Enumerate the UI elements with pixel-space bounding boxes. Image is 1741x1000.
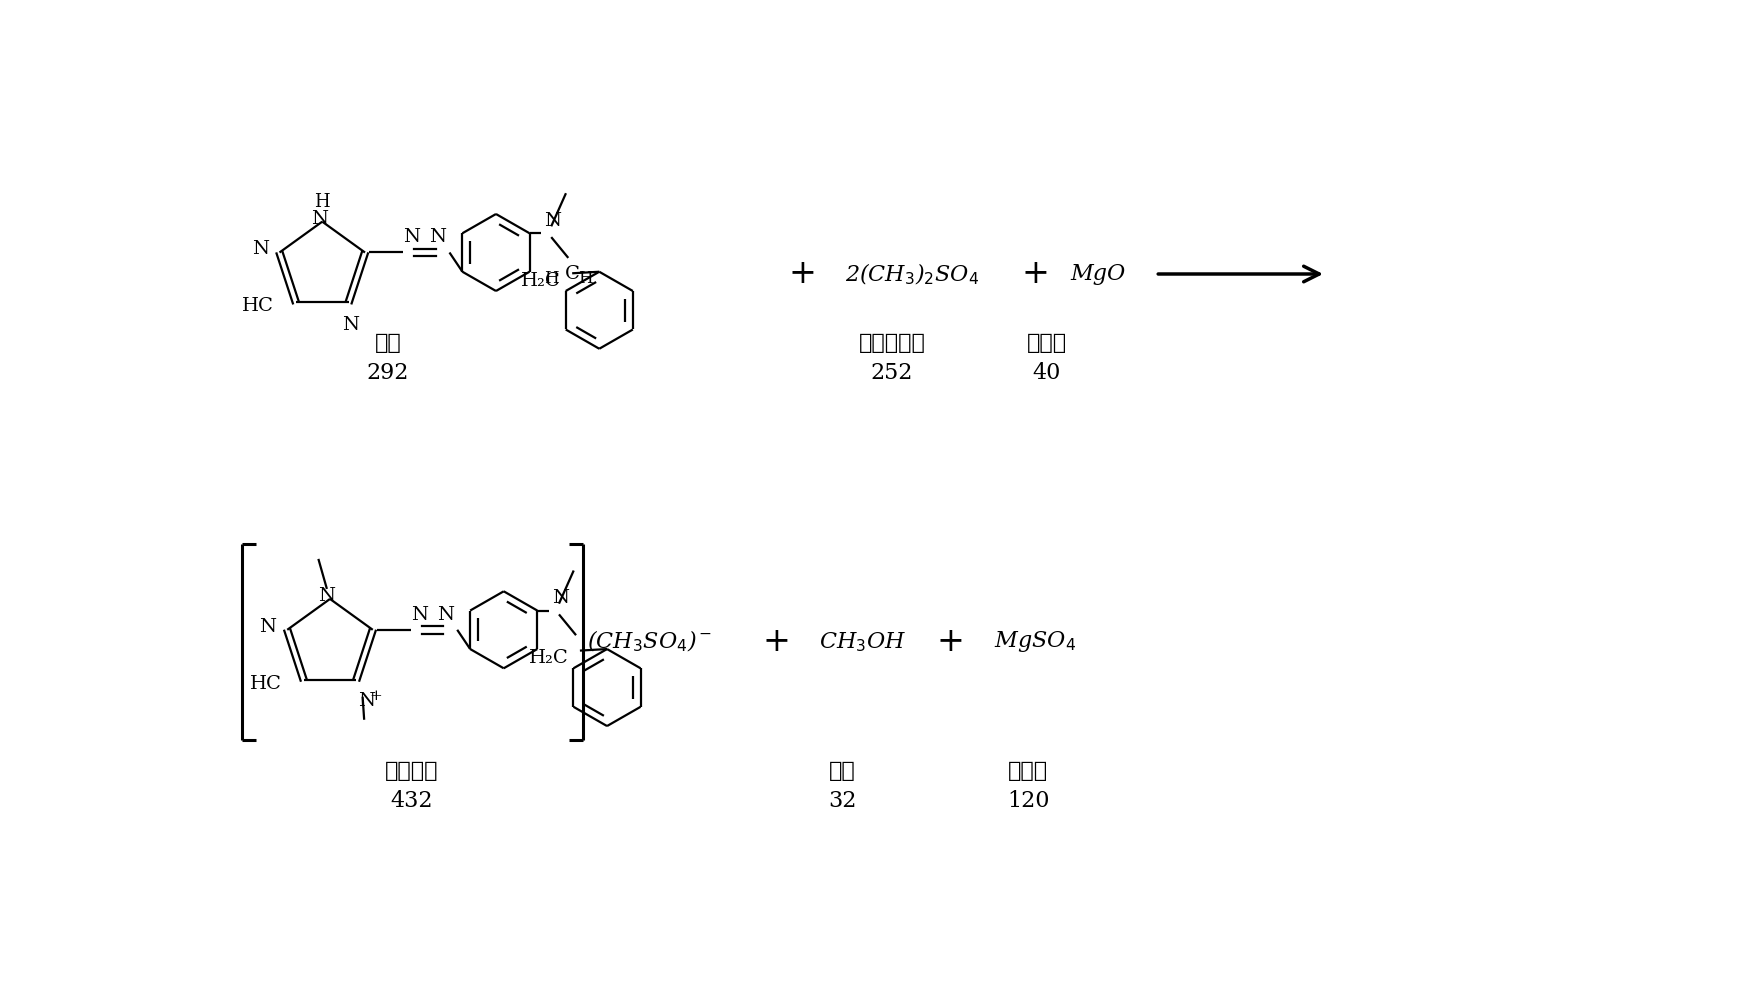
Text: 甲醇: 甲醇 — [829, 761, 857, 781]
Text: 2(CH$_3$)$_2$SO$_4$: 2(CH$_3$)$_2$SO$_4$ — [846, 261, 980, 287]
Text: CH$_3$OH: CH$_3$OH — [820, 630, 907, 654]
Text: N: N — [430, 228, 446, 246]
Text: N: N — [411, 606, 428, 624]
Text: 硫酸二甲酯: 硫酸二甲酯 — [858, 333, 924, 353]
Text: 硫酸镁: 硫酸镁 — [1008, 761, 1048, 781]
Text: +: + — [1022, 258, 1050, 290]
Text: MgO: MgO — [1071, 263, 1125, 285]
Text: N: N — [252, 240, 268, 258]
Text: 120: 120 — [1006, 790, 1050, 812]
Text: +: + — [763, 626, 790, 658]
Text: HC: HC — [242, 297, 273, 315]
Text: +: + — [937, 626, 965, 658]
Text: N: N — [552, 589, 569, 607]
Text: H: H — [543, 270, 559, 287]
Text: 40: 40 — [1032, 362, 1060, 384]
Text: 母体: 母体 — [374, 333, 402, 353]
Text: MgSO$_4$: MgSO$_4$ — [994, 629, 1076, 654]
Text: (CH$_3$SO$_4$)$^-$: (CH$_3$SO$_4$)$^-$ — [587, 629, 712, 654]
Text: HC: HC — [251, 675, 282, 693]
Text: 292: 292 — [367, 362, 409, 384]
Text: H₂C: H₂C — [529, 649, 568, 667]
Text: N: N — [319, 587, 336, 605]
Text: 阳离子红: 阳离子红 — [385, 761, 439, 781]
Text: N: N — [259, 618, 277, 636]
Text: N: N — [545, 212, 561, 230]
Text: +: + — [369, 689, 383, 703]
Text: +: + — [789, 258, 817, 290]
Text: 氧化镁: 氧化镁 — [1027, 333, 1067, 353]
Text: 432: 432 — [390, 790, 432, 812]
Text: C: C — [564, 265, 580, 283]
Text: H: H — [578, 270, 592, 287]
Text: H₂C: H₂C — [521, 272, 561, 290]
Text: 252: 252 — [870, 362, 912, 384]
Text: N: N — [341, 316, 359, 334]
Text: H: H — [315, 193, 331, 211]
Text: N: N — [402, 228, 420, 246]
Text: 32: 32 — [829, 790, 857, 812]
Text: N: N — [359, 692, 374, 710]
Text: N: N — [437, 606, 454, 624]
Text: N: N — [310, 210, 327, 228]
